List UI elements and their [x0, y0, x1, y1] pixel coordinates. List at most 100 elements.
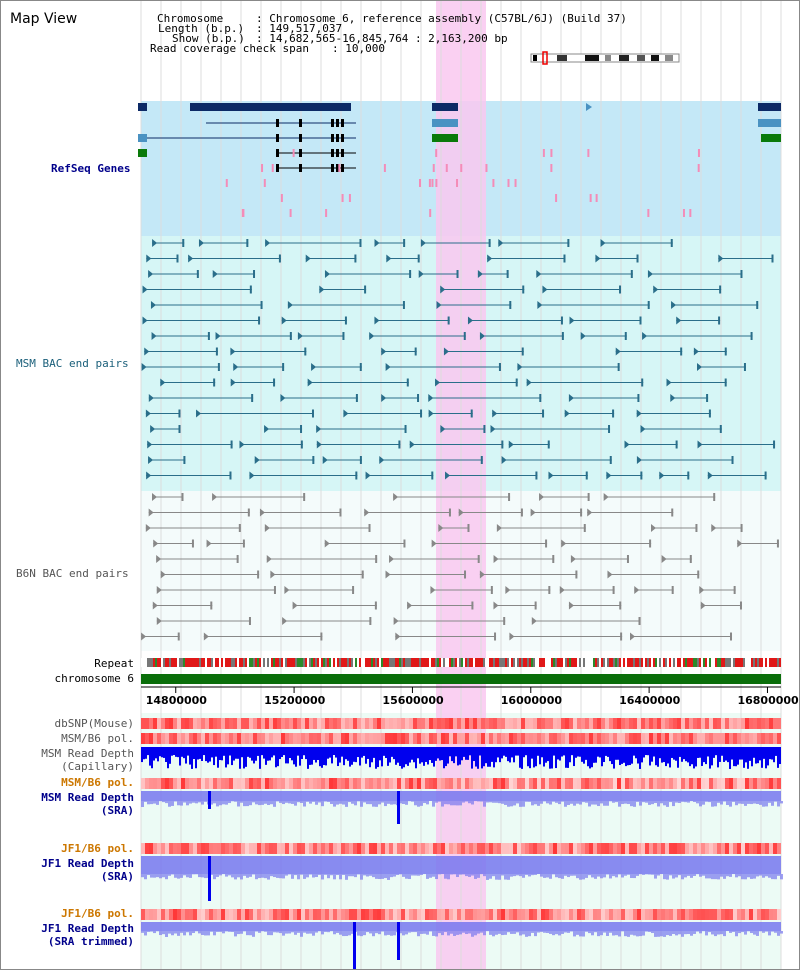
repeat-segment — [149, 658, 151, 667]
repeat-segment — [197, 658, 199, 667]
depth-bar — [249, 874, 252, 877]
repeat-segment — [419, 658, 421, 667]
depth-bar — [678, 874, 681, 876]
depth-bar — [211, 747, 213, 758]
depth-bar — [657, 931, 660, 937]
repeat-segment — [233, 658, 235, 667]
msm-bac-pair-end — [501, 440, 504, 449]
repeat-segment — [523, 658, 525, 667]
pol-density-cell — [717, 733, 721, 744]
depth-bar — [372, 801, 375, 807]
refseq-variant-tick — [507, 179, 510, 187]
depth-bar — [654, 801, 657, 804]
refseq-variant-tick — [225, 179, 228, 187]
depth-bar — [149, 747, 151, 766]
depth-bar — [474, 874, 477, 879]
depth-bar — [195, 747, 197, 769]
b6n-bac-pair-end — [458, 508, 464, 517]
pol-density-cell — [329, 909, 333, 920]
pol-density-cell — [173, 909, 177, 920]
refseq-gene-arrow — [586, 103, 592, 111]
depth-bar — [431, 747, 433, 763]
depth-bar — [169, 747, 171, 764]
pol-density-cell — [421, 733, 425, 744]
repeat-segment — [189, 658, 191, 667]
pol-density-cell — [541, 843, 545, 854]
msm-bac-pair-end — [265, 239, 271, 247]
depth-bar — [744, 801, 747, 806]
pol-density-cell — [485, 843, 489, 854]
pol-density-cell — [761, 778, 765, 789]
depth-bar — [444, 801, 447, 805]
pol-density-cell — [445, 733, 449, 744]
pol-density-cell — [653, 843, 657, 854]
b6n-bac-pair-end — [612, 586, 615, 594]
depth-bar — [540, 874, 543, 877]
refseq-gene — [138, 134, 147, 142]
depth-bar — [774, 801, 777, 802]
msm-bac-pair-end — [483, 425, 486, 433]
repeat-segment — [167, 658, 169, 667]
pol-density-cell — [361, 718, 365, 729]
pol-density-cell — [317, 778, 321, 789]
repeat-segment — [349, 658, 351, 667]
ideogram-band — [605, 55, 611, 61]
track-label-refseq[interactable]: RefSeq Genes — [51, 162, 131, 175]
depth-bar — [555, 801, 558, 803]
pol-density-cell — [517, 909, 521, 920]
depth-bar — [168, 801, 171, 807]
track-label-b6n-bac[interactable]: B6N BAC end pairs — [16, 567, 129, 580]
repeat-segment — [491, 658, 493, 667]
pol-density-cell — [253, 909, 257, 920]
pol-density-cell — [285, 909, 289, 920]
refseq-variant-tick — [325, 209, 328, 217]
b6n-bac-pair-end — [568, 601, 574, 610]
depth-bar — [355, 747, 357, 763]
msm-bac-pair-end — [636, 254, 639, 263]
repeat-segment — [513, 658, 515, 667]
pol-density-cell — [617, 733, 621, 744]
pol-density-cell — [753, 843, 757, 854]
pol-density-cell — [689, 909, 693, 920]
pol-density-cell — [617, 843, 621, 854]
depth-bar — [465, 931, 468, 935]
msm-bac-pair-end — [467, 316, 473, 325]
repeat-segment — [501, 658, 503, 667]
depth-bar — [233, 747, 235, 761]
depth-bar — [717, 931, 720, 935]
depth-bar — [545, 747, 547, 763]
pol-density-cell — [701, 733, 705, 744]
repeat-segment — [577, 658, 579, 667]
depth-bar — [546, 931, 549, 934]
pol-density-cell — [685, 718, 689, 729]
b6n-bac-pair-end — [393, 617, 399, 625]
repeat-segment — [727, 658, 729, 667]
depth-bar — [321, 747, 323, 768]
depth-bar — [681, 931, 684, 937]
depth-bar — [163, 747, 165, 758]
refseq-variant-tick — [555, 194, 558, 202]
depth-bar — [336, 874, 339, 876]
depth-bar — [258, 874, 261, 879]
header-chromosome-label: Chromosome — [157, 12, 224, 25]
depth-bar — [675, 931, 678, 936]
refseq-variant-tick — [647, 209, 650, 217]
pol-density-cell — [525, 733, 529, 744]
repeat-segment — [415, 658, 417, 667]
depth-bar — [471, 931, 474, 937]
repeat-segment — [699, 658, 701, 667]
repeat-segment — [231, 658, 233, 667]
pol-density-cell — [621, 778, 625, 789]
depth-bar — [339, 747, 341, 763]
pol-density-cell — [393, 718, 397, 729]
pol-density-cell — [197, 733, 201, 744]
repeat-segment — [455, 658, 457, 667]
repeat-segment — [161, 658, 163, 667]
pol-density-cell — [725, 733, 729, 744]
pol-density-cell — [517, 733, 521, 744]
depth-bar — [594, 874, 597, 879]
track-label-msm-bac[interactable]: MSM BAC end pairs — [16, 357, 129, 370]
pol-density-cell — [217, 843, 221, 854]
depth-bar — [765, 747, 767, 769]
